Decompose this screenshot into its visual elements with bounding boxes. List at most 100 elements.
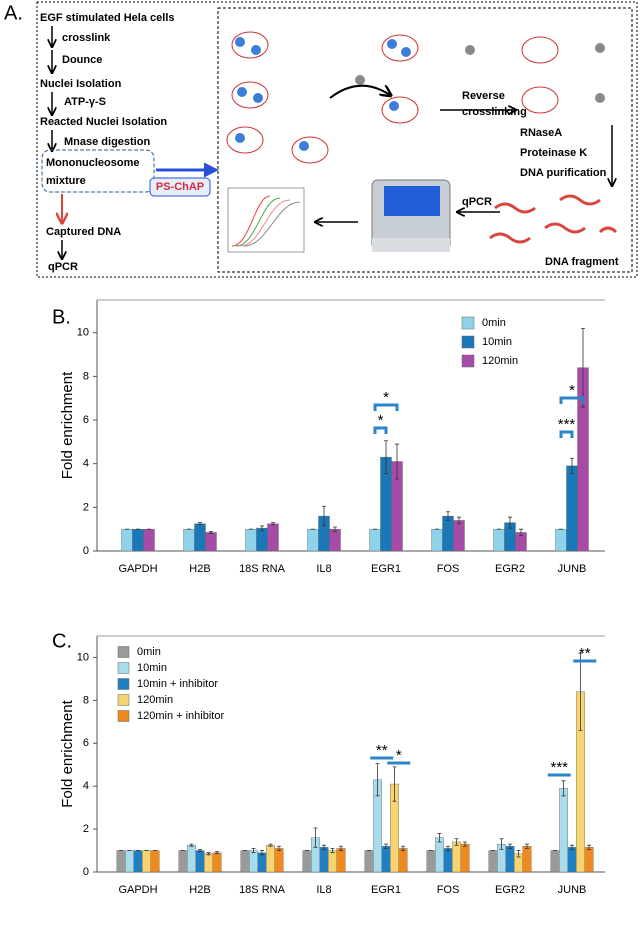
significance-bracket	[559, 430, 574, 438]
error-bar	[206, 852, 211, 856]
error-bar	[384, 843, 388, 849]
error-bar	[215, 851, 219, 855]
error-bar	[198, 522, 202, 526]
x-tick-label: GAPDH	[118, 563, 157, 575]
error-bar	[587, 844, 591, 850]
y-tick-label: 6	[83, 414, 89, 426]
x-tick-label: JUNB	[558, 884, 587, 896]
mixture: Mononucleosome	[46, 157, 140, 169]
error-bar	[570, 457, 574, 474]
bar	[369, 528, 381, 552]
dna-fragments	[489, 194, 618, 244]
step: Reacted Nuclei Isolation	[40, 116, 167, 128]
error-bar	[463, 841, 467, 847]
error-bar	[437, 832, 442, 843]
bar	[143, 528, 155, 552]
bar	[194, 523, 206, 552]
y-tick-label: 2	[83, 501, 89, 513]
bar	[249, 850, 258, 873]
bar	[133, 850, 143, 873]
error-bar	[395, 443, 399, 480]
error-bar	[209, 530, 213, 534]
bar	[505, 846, 515, 873]
x-tick-label: EGR2	[495, 563, 525, 575]
qpcr-machine	[371, 179, 451, 252]
error-bar	[198, 849, 202, 853]
bar	[550, 850, 560, 873]
x-tick-label: GAPDH	[118, 884, 157, 896]
y-tick-label: 4	[83, 780, 89, 792]
step: EGF stimulated Hela cells	[40, 12, 175, 24]
bar	[328, 850, 337, 873]
y-tick-label: 0	[83, 866, 89, 878]
step: Mnase digestion	[64, 136, 150, 148]
bar	[567, 847, 577, 873]
bar	[453, 520, 465, 552]
x-tick-label: 18S RNA	[239, 884, 286, 896]
y-tick-label: 10	[77, 327, 89, 339]
nucleosomes	[226, 31, 605, 164]
bar	[522, 846, 532, 873]
legend-swatch	[461, 316, 475, 330]
error-bar	[570, 844, 574, 850]
error-bar	[322, 505, 326, 527]
reverse: crosslinking	[462, 106, 527, 118]
bar	[398, 848, 408, 873]
significance-label: *	[378, 412, 384, 429]
error-bar	[268, 843, 273, 847]
y-tick-label: 8	[83, 370, 89, 382]
significance-label: **	[376, 742, 388, 759]
step: crosslink	[62, 32, 111, 44]
y-tick-label: 10	[77, 651, 89, 663]
error-bar	[330, 848, 335, 854]
x-tick-label: IL8	[316, 563, 331, 575]
method-box	[149, 177, 211, 197]
bar	[125, 850, 134, 873]
significance-label: *	[569, 382, 575, 399]
bar	[132, 528, 144, 552]
bar	[240, 850, 250, 873]
error-bar	[251, 848, 256, 854]
legend-label: 120min	[137, 694, 173, 706]
error-bar	[454, 838, 459, 846]
bar	[302, 850, 312, 873]
y-tick-label: 4	[83, 458, 89, 470]
bar	[555, 528, 567, 552]
captured: Captured DNA	[46, 226, 121, 238]
bar	[435, 837, 444, 873]
significance-bracket	[373, 426, 388, 434]
y-tick-label: 2	[83, 823, 89, 835]
bar	[142, 850, 151, 873]
bar	[266, 844, 275, 873]
legend-label: 120min	[482, 355, 518, 367]
error-bar	[561, 780, 566, 797]
bar	[443, 848, 453, 873]
bar	[245, 528, 257, 552]
error-bar	[313, 827, 318, 848]
legend-swatch	[117, 710, 130, 722]
arrow	[329, 86, 390, 99]
error-bar	[271, 522, 275, 526]
significance-bracket	[559, 396, 585, 404]
panel-label: C.	[52, 630, 72, 652]
bar	[204, 853, 213, 873]
y-axis-title: Fold enrichment	[59, 699, 76, 807]
amplification-plot	[227, 187, 305, 253]
bar	[150, 850, 160, 873]
bar	[319, 847, 329, 873]
x-tick-label: H2B	[189, 563, 210, 575]
legend-swatch	[117, 678, 130, 690]
bar	[183, 528, 195, 552]
x-tick-label: 18S RNA	[239, 563, 286, 575]
error-bar	[446, 511, 450, 521]
error-bar	[457, 516, 461, 525]
error-bar	[333, 526, 337, 532]
qpcr: qPCR	[48, 261, 78, 273]
legend-swatch	[117, 646, 130, 658]
bar	[566, 465, 578, 552]
bar	[431, 528, 443, 552]
error-bar	[260, 850, 264, 856]
bar	[178, 850, 188, 873]
